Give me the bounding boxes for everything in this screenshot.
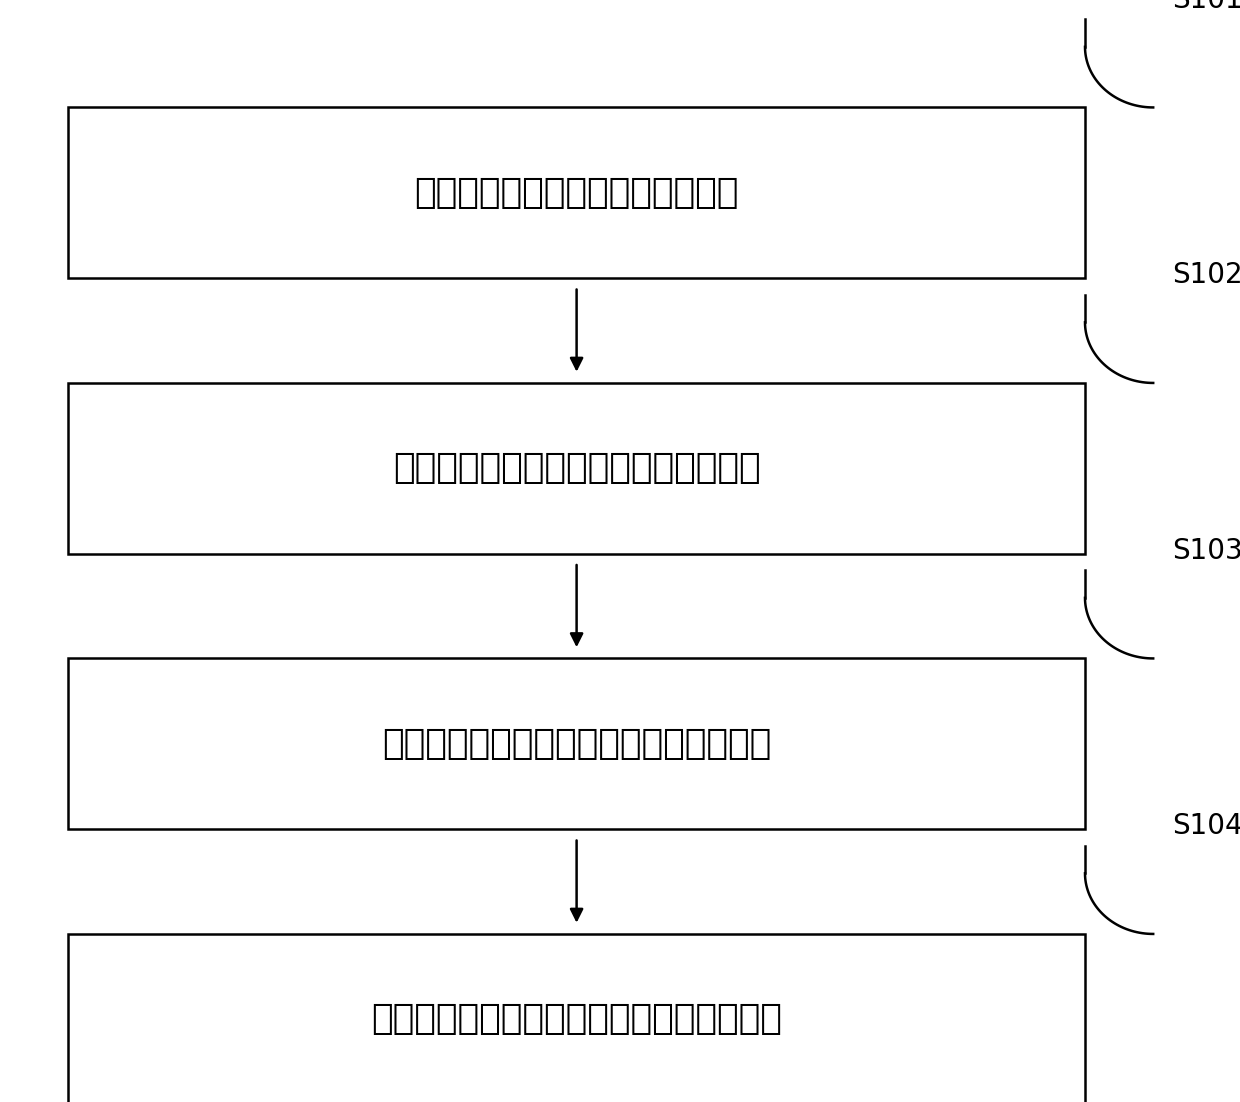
Text: 根据情绪识别的结果得到对应的关键信息: 根据情绪识别的结果得到对应的关键信息	[382, 727, 771, 760]
Text: S102: S102	[1172, 261, 1240, 289]
Text: S104: S104	[1172, 812, 1240, 841]
Text: 根据所述关键信息生成得到对应的情绪图符: 根据所述关键信息生成得到对应的情绪图符	[371, 1003, 782, 1036]
Bar	[68, 934, 1085, 1102]
Text: S103: S103	[1172, 537, 1240, 564]
Text: 根据所述输入信息对用户进行情绪识别: 根据所述输入信息对用户进行情绪识别	[393, 452, 760, 485]
Text: 用户智能设备获取用户的输入信息: 用户智能设备获取用户的输入信息	[414, 176, 739, 209]
Bar	[68, 108, 1085, 279]
Text: S101: S101	[1172, 0, 1240, 13]
Bar	[68, 659, 1085, 829]
Bar	[68, 383, 1085, 554]
